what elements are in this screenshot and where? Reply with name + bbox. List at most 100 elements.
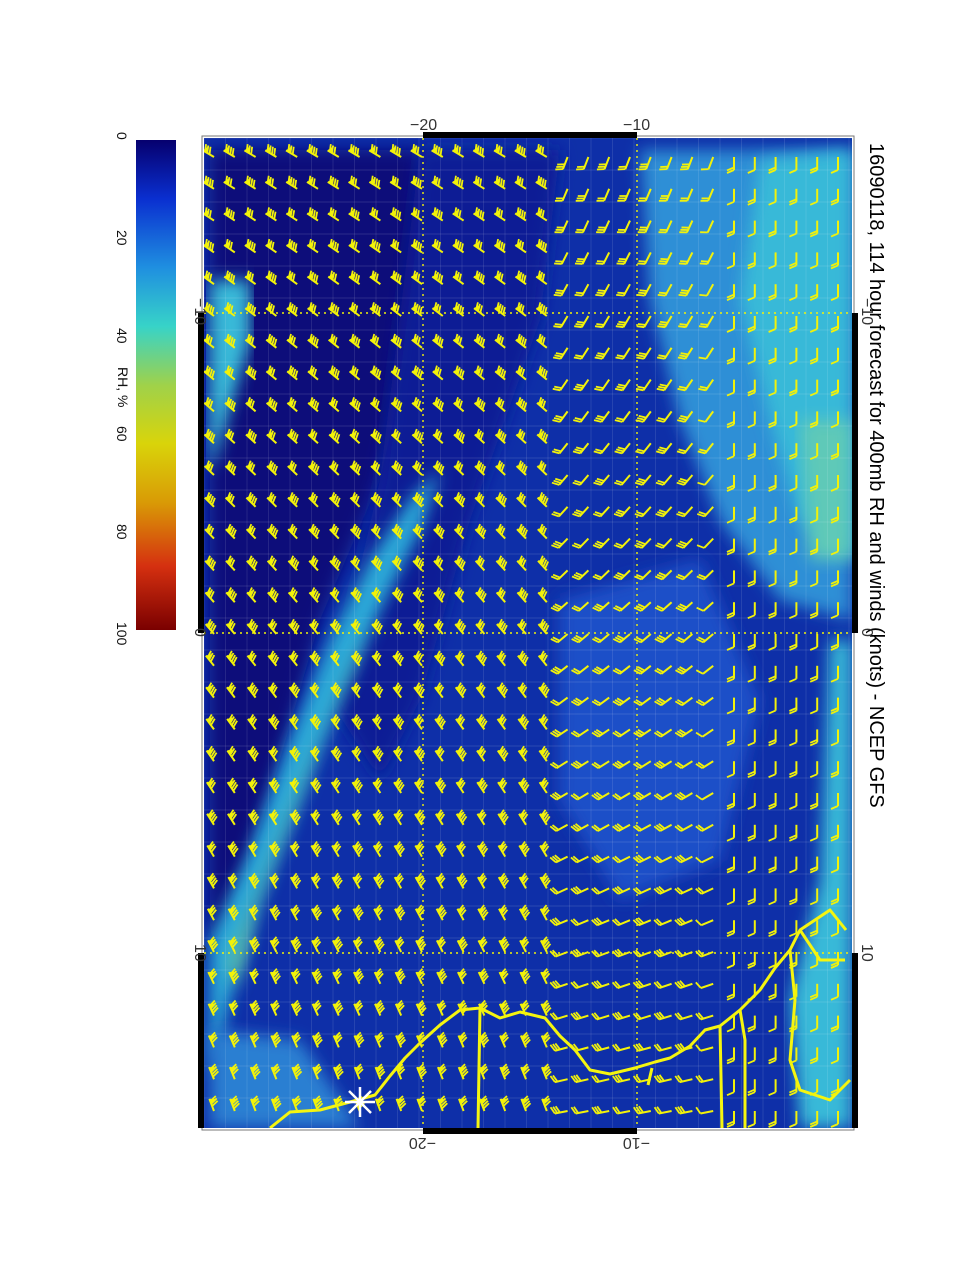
wind-barb (368, 175, 381, 190)
wind-barb (434, 777, 447, 794)
wind-barb (570, 728, 589, 738)
wind-barb (726, 1047, 735, 1065)
wind-barb (327, 144, 340, 158)
wind-barb (307, 397, 320, 413)
wind-barb (330, 682, 342, 699)
wind-barb (747, 570, 756, 588)
wind-barb (726, 284, 735, 302)
wind-barb (570, 918, 589, 927)
wind-barb (809, 443, 819, 461)
wind-barb (809, 538, 819, 556)
wind-barb (353, 1031, 365, 1048)
wind-barb (726, 316, 735, 333)
wind-barb (475, 713, 488, 730)
wind-barb (453, 397, 465, 413)
wind-barb (348, 302, 361, 317)
wind-barb (307, 428, 319, 444)
wind-barb (369, 333, 382, 349)
wind-barb (515, 302, 527, 317)
wind-barb (350, 682, 361, 699)
wind-barb (695, 949, 714, 958)
wind-barb (695, 1074, 714, 1084)
wind-barb (498, 999, 510, 1017)
wind-barb (228, 1031, 240, 1048)
wind-barb (497, 777, 508, 794)
wind-barb (675, 601, 694, 612)
wind-barb (453, 428, 466, 444)
wind-barb (789, 634, 798, 651)
wind-barb (474, 460, 487, 476)
wind-barb (571, 537, 590, 549)
wind-barb (330, 713, 341, 730)
colorbar-tick-label: 60 (114, 426, 130, 442)
wind-barb (308, 587, 321, 603)
wind-barb (611, 855, 631, 864)
wind-barb (696, 601, 714, 612)
wind-barb (768, 284, 777, 302)
wind-barb (456, 840, 467, 858)
wind-barb (494, 270, 506, 286)
wind-barb (653, 1043, 672, 1052)
wind-barb (596, 188, 611, 202)
wind-barb (726, 824, 735, 842)
wind-barb (333, 1095, 344, 1112)
wind-barb (204, 365, 216, 381)
wind-barb (452, 333, 465, 349)
wind-barb (412, 523, 423, 540)
wind-barb (655, 537, 673, 549)
wind-barb (289, 840, 300, 858)
wind-barb (204, 175, 215, 190)
wind-barb (591, 1012, 610, 1021)
wind-barb (768, 952, 777, 969)
wind-barb (614, 379, 631, 392)
wind-barb (204, 555, 217, 572)
wind-barb (830, 411, 839, 429)
wind-barb (698, 347, 715, 360)
wind-barb (371, 713, 382, 730)
wind-barb (331, 904, 342, 921)
wind-barb (591, 823, 610, 832)
wind-barb (268, 745, 279, 762)
wind-barb (591, 1042, 610, 1052)
wind-barb (535, 333, 548, 349)
wind-barb (370, 460, 382, 476)
wind-barb (537, 587, 548, 603)
wind-barb (636, 315, 652, 329)
wind-barb (632, 980, 652, 989)
wind-barb (413, 777, 425, 794)
wind-barb (435, 904, 447, 921)
wind-barb (369, 270, 381, 286)
wind-barb (286, 428, 299, 444)
wind-barb (696, 537, 714, 549)
wind-barb (264, 175, 277, 190)
wind-barb (411, 460, 423, 476)
wind-barb (244, 333, 257, 349)
wind-barb (369, 365, 382, 381)
wind-barb (656, 347, 673, 360)
wind-barb (411, 365, 424, 381)
wind-barb (268, 840, 281, 858)
wind-barb (768, 188, 777, 206)
wind-barb (549, 728, 569, 738)
wind-barb (266, 555, 278, 572)
wind-barb (809, 983, 819, 1001)
wind-barb (830, 888, 839, 906)
wind-barb (431, 144, 444, 158)
wind-barb (747, 538, 756, 556)
wind-barb (570, 760, 589, 770)
wind-barb (594, 347, 611, 360)
wind-barb (789, 284, 798, 302)
wind-barb (536, 365, 548, 381)
wind-barb (726, 856, 735, 874)
wind-barb (309, 682, 320, 699)
wind-barb (493, 175, 506, 190)
wind-barb (539, 840, 550, 858)
wind-barb (265, 238, 277, 254)
wind-barb (591, 665, 610, 675)
wind-barb (570, 1011, 589, 1021)
wind-barb (552, 347, 569, 360)
wind-barb (768, 729, 777, 747)
wind-barb (540, 999, 552, 1017)
wind-barb (789, 1079, 798, 1097)
wind-barb (289, 809, 301, 826)
